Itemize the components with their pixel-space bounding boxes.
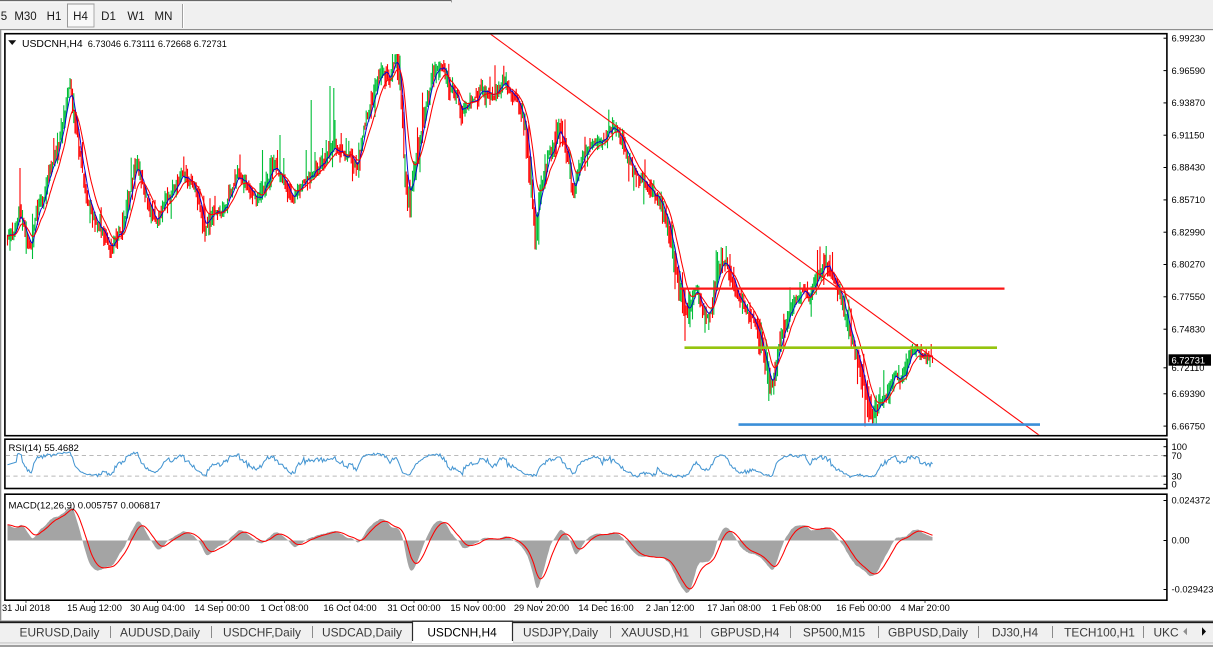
svg-text:14 Dec 16:00: 14 Dec 16:00 (578, 603, 633, 613)
svg-text:USDJPY,Daily: USDJPY,Daily (523, 626, 598, 640)
svg-text:6.72731: 6.72731 (1172, 355, 1206, 365)
svg-text:D1: D1 (101, 11, 116, 23)
svg-text:EURUSD,Daily: EURUSD,Daily (20, 626, 100, 640)
svg-text:0.024372: 0.024372 (1172, 496, 1211, 506)
svg-text:H4: H4 (73, 11, 88, 23)
svg-text:6.85710: 6.85710 (1172, 195, 1206, 205)
svg-text:UKC: UKC (1153, 626, 1179, 640)
svg-text:0: 0 (1172, 480, 1177, 490)
svg-text:1 Feb 08:00: 1 Feb 08:00 (772, 603, 822, 613)
svg-text:29 Nov 20:00: 29 Nov 20:00 (514, 603, 569, 613)
svg-text:6.69390: 6.69390 (1172, 389, 1206, 399)
svg-text:17 Jan 08:00: 17 Jan 08:00 (707, 603, 761, 613)
svg-text:6.66750: 6.66750 (1172, 421, 1206, 431)
svg-text:70: 70 (1172, 451, 1182, 461)
svg-text:6.88430: 6.88430 (1172, 163, 1206, 173)
svg-text:2 Jan 12:00: 2 Jan 12:00 (646, 603, 695, 613)
svg-text:RSI(14) 55.4682: RSI(14) 55.4682 (9, 443, 79, 454)
svg-text:USDCNH,H4 6.73046 6.73111 6.7: USDCNH,H4 6.73046 6.73111 6.72668 6.7273… (22, 39, 227, 50)
svg-text:30 Aug 04:00: 30 Aug 04:00 (130, 603, 185, 613)
svg-text:SP500,M15: SP500,M15 (803, 626, 866, 640)
svg-text:31 Jul 2018: 31 Jul 2018 (2, 603, 50, 613)
svg-text:MN: MN (155, 11, 173, 23)
svg-text:GBPUSD,H4: GBPUSD,H4 (711, 626, 780, 640)
svg-text:6.99230: 6.99230 (1172, 33, 1206, 43)
svg-text:6.82990: 6.82990 (1172, 227, 1206, 237)
svg-text:14 Sep 00:00: 14 Sep 00:00 (194, 603, 249, 613)
svg-text:GBPUSD,Daily: GBPUSD,Daily (888, 626, 968, 640)
svg-text:M30: M30 (14, 11, 36, 23)
svg-text:6.77550: 6.77550 (1172, 292, 1206, 302)
svg-text:USDCHF,Daily: USDCHF,Daily (223, 626, 301, 640)
svg-text:AUDUSD,Daily: AUDUSD,Daily (120, 626, 200, 640)
svg-text:USDCNH,H4: USDCNH,H4 (427, 626, 497, 640)
svg-text:H1: H1 (47, 11, 62, 23)
svg-text:DJ30,H4: DJ30,H4 (992, 626, 1039, 640)
svg-text:TECH100,H1: TECH100,H1 (1064, 626, 1135, 640)
svg-text:6.80270: 6.80270 (1172, 260, 1206, 270)
svg-text:6.74830: 6.74830 (1172, 324, 1206, 334)
svg-text:6.93870: 6.93870 (1172, 98, 1206, 108)
svg-text:6.96590: 6.96590 (1172, 66, 1206, 76)
svg-text:XAUUSD,H1: XAUUSD,H1 (621, 626, 689, 640)
svg-text:16 Oct 04:00: 16 Oct 04:00 (323, 603, 376, 613)
svg-text:15 Aug 12:00: 15 Aug 12:00 (67, 603, 122, 613)
svg-text:1 Oct 08:00: 1 Oct 08:00 (260, 603, 308, 613)
svg-text:6.91150: 6.91150 (1172, 130, 1205, 140)
svg-text:4 Mar 20:00: 4 Mar 20:00 (900, 603, 950, 613)
svg-text:MACD(12,26,9) 0.005757 0.00681: MACD(12,26,9) 0.005757 0.006817 (9, 501, 161, 512)
svg-text:USDCAD,Daily: USDCAD,Daily (322, 626, 402, 640)
svg-text:-0.029423: -0.029423 (1172, 585, 1213, 595)
svg-text:31 Oct 00:00: 31 Oct 00:00 (387, 603, 440, 613)
svg-text:W1: W1 (127, 11, 144, 23)
svg-text:0.00: 0.00 (1172, 536, 1190, 546)
svg-text:15 Nov 00:00: 15 Nov 00:00 (450, 603, 505, 613)
svg-text:5: 5 (1, 11, 7, 23)
svg-text:16 Feb 00:00: 16 Feb 00:00 (836, 603, 891, 613)
